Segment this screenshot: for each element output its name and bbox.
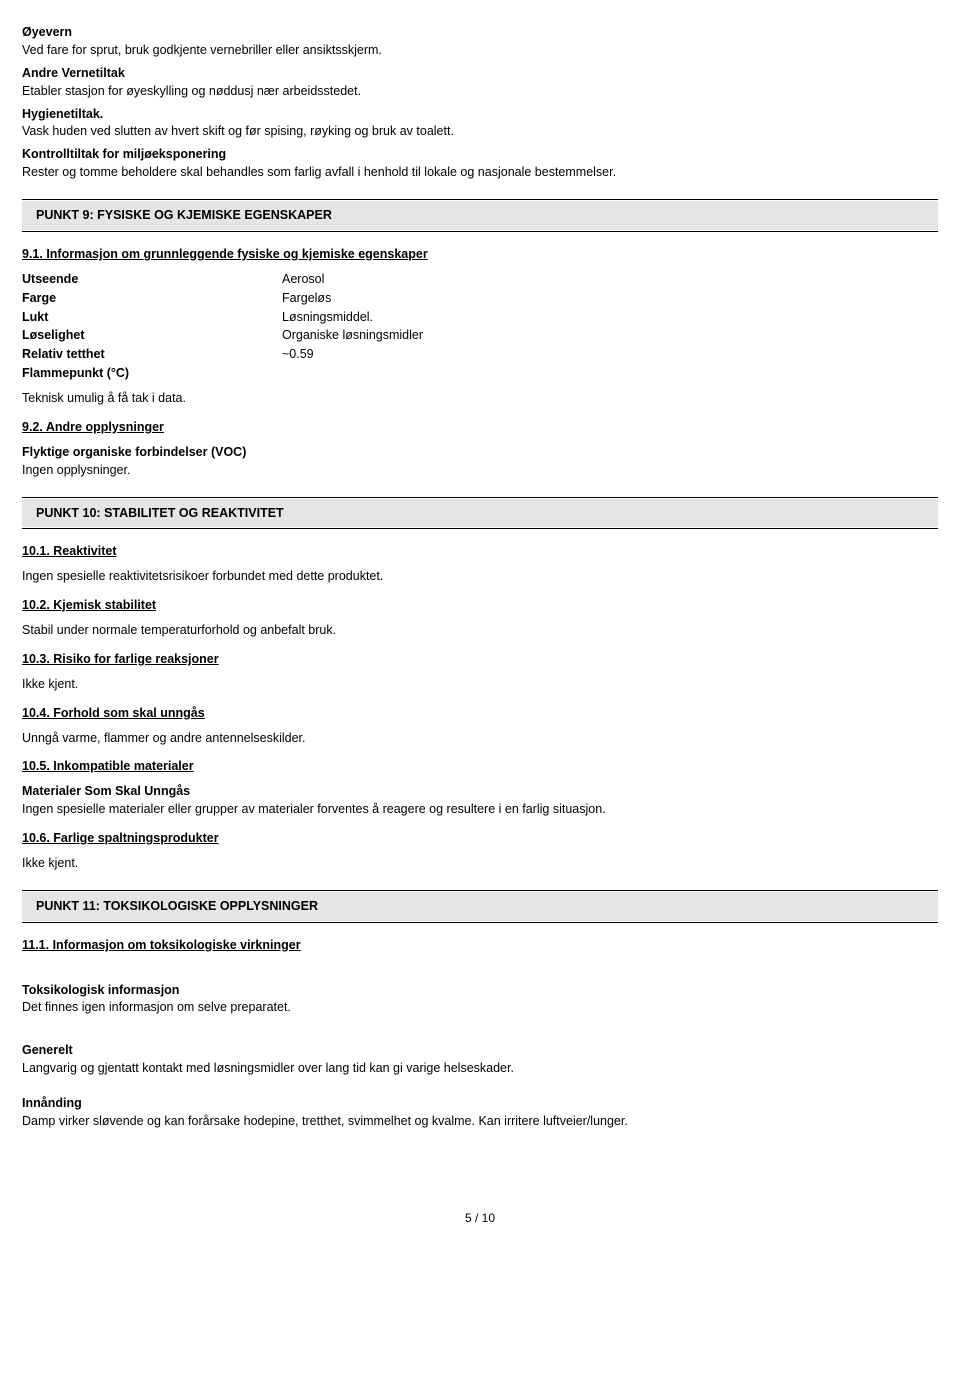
- env-control-text: Rester og tomme beholdere skal behandles…: [22, 164, 938, 181]
- section-10-1-heading: 10.1. Reaktivitet: [22, 543, 938, 560]
- eye-protection-text: Ved fare for sprut, bruk godkjente verne…: [22, 42, 938, 59]
- section-10-5-text: Ingen spesielle materialer eller grupper…: [22, 801, 938, 818]
- section-11-title: PUNKT 11: TOKSIKOLOGISKE OPPLYSNINGER: [22, 892, 938, 921]
- prop-value-flash-point: [282, 365, 938, 382]
- section-10-4-heading: 10.4. Forhold som skal unngås: [22, 705, 938, 722]
- section-10-6-heading: 10.6. Farlige spaltningsprodukter: [22, 830, 938, 847]
- tech-note: Teknisk umulig å få tak i data.: [22, 390, 938, 407]
- tox-info-heading: Toksikologisk informasjon: [22, 982, 938, 999]
- section-10-2-text: Stabil under normale temperaturforhold o…: [22, 622, 938, 639]
- eye-protection-heading: Øyevern: [22, 24, 938, 41]
- prop-value-solubility: Organiske løsningsmidler: [282, 327, 938, 344]
- hygiene-text: Vask huden ved slutten av hvert skift og…: [22, 123, 938, 140]
- general-heading: Generelt: [22, 1042, 938, 1059]
- general-text: Langvarig og gjentatt kontakt med løsnin…: [22, 1060, 938, 1077]
- prop-row-rel-density: Relativ tetthet ~0.59: [22, 346, 938, 363]
- prop-value-rel-density: ~0.59: [282, 346, 938, 363]
- other-measures-heading: Andre Vernetiltak: [22, 65, 938, 82]
- prop-row-odor: Lukt Løsningsmiddel.: [22, 309, 938, 326]
- section-10-5-sub-heading: Materialer Som Skal Unngås: [22, 783, 938, 800]
- prop-label-flash-point: Flammepunkt (°C): [22, 365, 282, 382]
- prop-label-odor: Lukt: [22, 309, 282, 326]
- section-9-1-heading: 9.1. Informasjon om grunnleggende fysisk…: [22, 246, 938, 263]
- voc-heading: Flyktige organiske forbindelser (VOC): [22, 444, 938, 461]
- prop-value-odor: Løsningsmiddel.: [282, 309, 938, 326]
- section-10-2-heading: 10.2. Kjemisk stabilitet: [22, 597, 938, 614]
- voc-text: Ingen opplysninger.: [22, 462, 938, 479]
- section-10-6-text: Ikke kjent.: [22, 855, 938, 872]
- section-10-header: PUNKT 10: STABILITET OG REAKTIVITET: [22, 497, 938, 530]
- section-10-1-text: Ingen spesielle reaktivitetsrisikoer for…: [22, 568, 938, 585]
- section-9-header: PUNKT 9: FYSISKE OG KJEMISKE EGENSKAPER: [22, 199, 938, 232]
- prop-row-appearance: Utseende Aerosol: [22, 271, 938, 288]
- section-11-header: PUNKT 11: TOKSIKOLOGISKE OPPLYSNINGER: [22, 890, 938, 923]
- other-measures-text: Etabler stasjon for øyeskylling og nøddu…: [22, 83, 938, 100]
- section-11-1-heading: 11.1. Informasjon om toksikologiske virk…: [22, 937, 938, 954]
- prop-row-color: Farge Fargeløs: [22, 290, 938, 307]
- prop-value-color: Fargeløs: [282, 290, 938, 307]
- section-10-4-text: Unngå varme, flammer og andre antennelse…: [22, 730, 938, 747]
- hygiene-heading: Hygienetiltak.: [22, 106, 938, 123]
- prop-label-color: Farge: [22, 290, 282, 307]
- env-control-heading: Kontrolltiltak for miljøeksponering: [22, 146, 938, 163]
- section-10-5-heading: 10.5. Inkompatible materialer: [22, 758, 938, 775]
- section-9-title: PUNKT 9: FYSISKE OG KJEMISKE EGENSKAPER: [22, 201, 938, 230]
- prop-row-flash-point: Flammepunkt (°C): [22, 365, 938, 382]
- section-9-2-heading: 9.2. Andre opplysninger: [22, 419, 938, 436]
- prop-label-rel-density: Relativ tetthet: [22, 346, 282, 363]
- section-10-3-heading: 10.3. Risiko for farlige reaksjoner: [22, 651, 938, 668]
- prop-label-appearance: Utseende: [22, 271, 282, 288]
- inhalation-heading: Innånding: [22, 1095, 938, 1112]
- section-10-title: PUNKT 10: STABILITET OG REAKTIVITET: [22, 499, 938, 528]
- inhalation-text: Damp virker sløvende og kan forårsake ho…: [22, 1113, 938, 1130]
- prop-label-solubility: Løselighet: [22, 327, 282, 344]
- properties-table: Utseende Aerosol Farge Fargeløs Lukt Løs…: [22, 271, 938, 382]
- section-10-3-text: Ikke kjent.: [22, 676, 938, 693]
- tox-info-text: Det finnes igen informasjon om selve pre…: [22, 999, 938, 1016]
- prop-row-solubility: Løselighet Organiske løsningsmidler: [22, 327, 938, 344]
- prop-value-appearance: Aerosol: [282, 271, 938, 288]
- page-footer: 5 / 10: [22, 1210, 938, 1226]
